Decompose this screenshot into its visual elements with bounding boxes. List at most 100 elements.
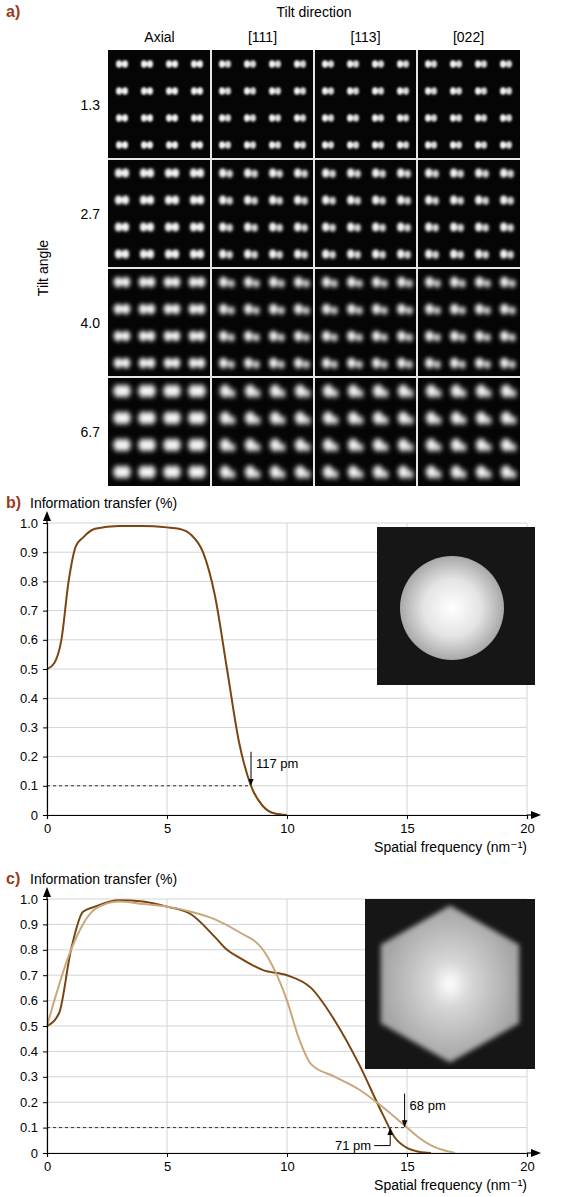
atom-column: [348, 466, 358, 479]
atom-column: [433, 197, 439, 205]
atom-column: [165, 250, 172, 259]
atom-column: [456, 60, 462, 68]
atom-column: [172, 331, 181, 342]
y-tick: 0.8: [20, 574, 47, 589]
atom-column: [331, 334, 338, 342]
atom-column: [397, 60, 403, 68]
atom-column: [225, 141, 231, 149]
atom-column: [450, 87, 456, 95]
atom-column: [220, 412, 230, 425]
atom-column: [275, 141, 281, 149]
atom-column: [252, 197, 258, 205]
atom-column: [294, 196, 301, 205]
atom-column: [269, 331, 278, 342]
atom-column: [244, 169, 251, 178]
atom-column: [483, 224, 489, 232]
atom-column: [244, 358, 253, 369]
atom-column: [229, 416, 236, 424]
annotation-arrow: [404, 1094, 405, 1127]
atom-column: [228, 334, 235, 342]
atom-column: [475, 87, 481, 95]
atom-column: [397, 358, 406, 369]
atom-column: [139, 331, 148, 342]
y-tick-label: 0.2: [20, 1095, 38, 1110]
atom-column: [225, 114, 231, 122]
y-tick: 0.7: [20, 603, 47, 618]
atom-column: [278, 280, 285, 288]
atom-column: [197, 304, 206, 315]
simulated-image: [314, 50, 417, 159]
atom-column: [225, 87, 231, 95]
y-tick-mark: [43, 640, 47, 641]
atom-column: [197, 196, 204, 205]
atom-column: [115, 250, 122, 259]
axis-arrow: [531, 1149, 541, 1157]
atom-column: [500, 250, 507, 259]
atom-column: [190, 250, 197, 259]
atom-column: [170, 385, 180, 398]
atom-column: [303, 307, 310, 315]
atom-column: [510, 470, 517, 478]
atom-column: [253, 280, 260, 288]
atom-column: [269, 60, 275, 68]
atom-column: [397, 304, 406, 315]
atom-column: [425, 223, 432, 232]
y-tick-label: 0.2: [20, 749, 38, 764]
atom-column: [294, 141, 300, 149]
image-background: [314, 159, 417, 268]
series-group: [47, 900, 455, 1153]
atom-column: [275, 87, 281, 95]
chart-title: Information transfer (%): [30, 495, 177, 511]
atom-column: [347, 169, 354, 178]
atom-column: [506, 141, 512, 149]
atom-column: [277, 170, 283, 178]
atom-column: [122, 304, 131, 315]
atom-column: [191, 60, 197, 68]
atom-column: [269, 277, 278, 288]
atom-column: [378, 60, 384, 68]
atom-column: [322, 304, 331, 315]
atom-column: [219, 60, 225, 68]
atom-column: [450, 141, 456, 149]
atom-column: [347, 114, 353, 122]
image-blobs: [425, 60, 512, 149]
atom-column: [294, 304, 303, 315]
atom-column: [140, 223, 147, 232]
atom-column: [510, 443, 517, 451]
atom-column: [475, 141, 481, 149]
simulated-image: [108, 268, 211, 377]
image-background: [108, 377, 211, 486]
atom-column: [450, 250, 457, 259]
atom-column: [506, 60, 512, 68]
atom-column: [347, 60, 353, 68]
atom-column: [219, 304, 228, 315]
y-tick-label: 0: [31, 1146, 38, 1161]
atom-column: [405, 197, 411, 205]
annotation-arrow: [251, 752, 252, 785]
atom-column: [147, 277, 156, 288]
atom-column: [147, 141, 153, 149]
atom-column: [140, 169, 147, 178]
x-tick-label: 10: [280, 821, 294, 836]
grid: [47, 899, 527, 1153]
atom-column: [122, 196, 129, 205]
atom-column: [484, 307, 491, 315]
atom-column: [269, 250, 276, 259]
atom-column: [115, 169, 122, 178]
atom-column: [322, 60, 328, 68]
column-header: [111]: [248, 29, 277, 45]
atom-column: [425, 196, 432, 205]
y-tick-mark: [43, 581, 47, 582]
atom-column: [500, 141, 506, 149]
atom-column: [433, 224, 439, 232]
atom-column: [485, 443, 492, 451]
atom-column: [164, 277, 173, 288]
x-tick-label: 10: [280, 1159, 294, 1174]
atom-column: [145, 385, 155, 398]
atom-column: [141, 87, 147, 95]
image-blobs: [425, 169, 514, 259]
image-background: [211, 50, 314, 159]
image-blobs: [219, 169, 308, 259]
atom-column: [483, 197, 489, 205]
atom-column: [244, 114, 250, 122]
